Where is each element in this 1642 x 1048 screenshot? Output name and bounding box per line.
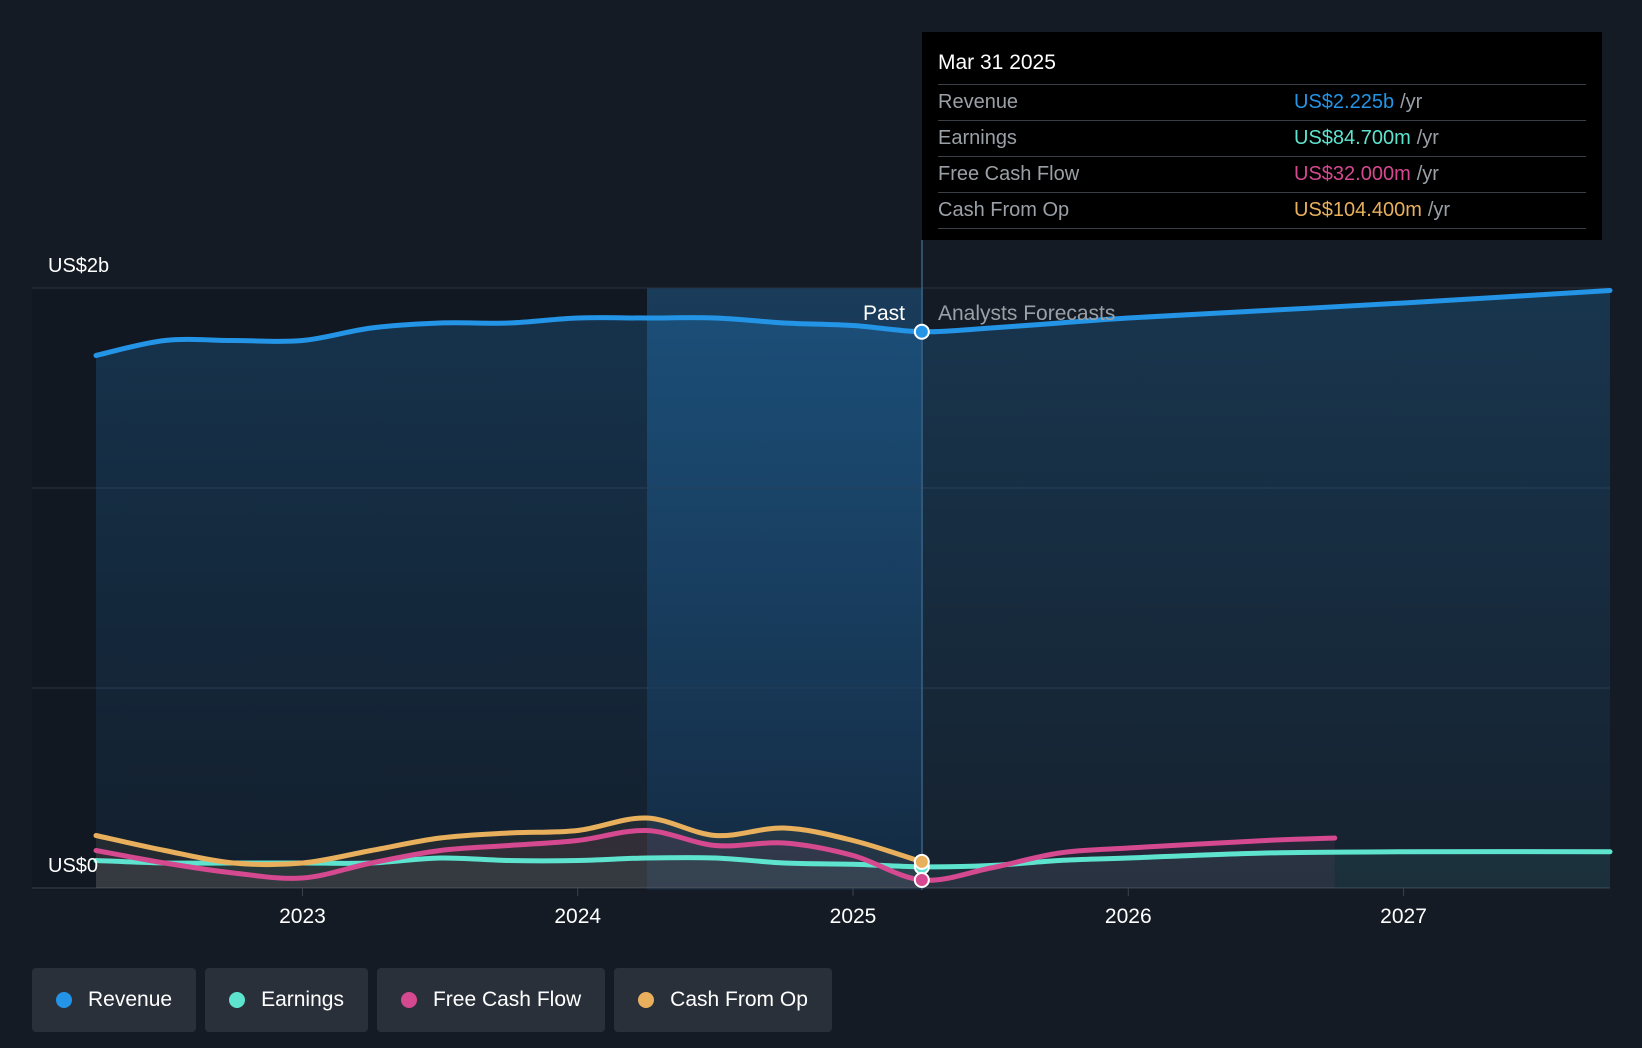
legend-dot-icon: [400, 992, 417, 1008]
series-lines: [93, 288, 1613, 883]
tooltip-row-cash-from-op: Cash From Op US$104.400m /yr: [938, 193, 1586, 229]
legend-item-free-cash-flow[interactable]: Free Cash Flow: [376, 968, 606, 1032]
tooltip-label: Free Cash Flow: [938, 163, 1080, 185]
past-label: Past: [863, 302, 905, 325]
x-tick-label: 2024: [554, 905, 601, 928]
legend-item-cash-from-op[interactable]: Cash From Op: [614, 968, 832, 1032]
line-free-cash-flow: [93, 827, 1338, 883]
tooltip-row-revenue: Revenue US$2.225b /yr: [938, 85, 1586, 121]
tooltip-label: Earnings: [938, 127, 1017, 149]
x-tick-label: 2026: [1105, 905, 1152, 928]
tooltip-value: US$32.000m: [1294, 163, 1411, 185]
tooltip-label: Revenue: [938, 91, 1019, 113]
line-revenue: [93, 288, 1613, 358]
tooltip-value: US$2.225b: [1294, 91, 1395, 113]
legend: Revenue Earnings Free Cash Flow Cash Fro…: [32, 968, 832, 1032]
tooltip-unit: /yr: [1416, 127, 1439, 149]
legend-label: Revenue: [88, 988, 173, 1011]
tooltip-value: US$104.400m: [1294, 199, 1422, 221]
legend-label: Free Cash Flow: [432, 988, 582, 1011]
x-tick-label: 2027: [1380, 905, 1427, 928]
area-cash-from-op: [96, 817, 922, 888]
x-tick-label: 2025: [830, 905, 877, 928]
legend-dot-icon: [638, 992, 655, 1008]
area-revenue: [96, 290, 1610, 888]
y-axis-bottom-label: US$0: [48, 855, 98, 877]
tooltip-unit: /yr: [1427, 199, 1451, 221]
line-cash-from-op: [93, 815, 925, 868]
legend-item-earnings[interactable]: Earnings: [205, 968, 368, 1032]
x-axis: 2023 2024 2025 2026 2027: [279, 888, 1427, 928]
tooltip-date: Mar 31 2025: [938, 48, 1586, 85]
tooltip: Mar 31 2025 Revenue US$2.225b /yr Earnin…: [922, 32, 1602, 240]
marker-cash-from-op: [913, 853, 930, 870]
legend-dot-icon: [229, 992, 246, 1008]
tooltip-unit: /yr: [1400, 91, 1423, 113]
legend-dot-icon: [56, 992, 72, 1008]
tooltip-label: Cash From Op: [938, 199, 1070, 221]
series-areas: [96, 290, 1610, 888]
forecast-label: Analysts Forecasts: [938, 302, 1115, 325]
x-tick-label: 2023: [279, 905, 326, 928]
legend-label: Cash From Op: [670, 988, 808, 1011]
legend-label: Earnings: [261, 988, 344, 1011]
series-markers: [913, 323, 930, 888]
tooltip-value: US$84.700m: [1294, 127, 1411, 149]
y-axis-top-label: US$2b: [48, 255, 109, 277]
tooltip-row-free-cash-flow: Free Cash Flow US$32.000m /yr: [938, 157, 1586, 193]
tooltip-row-earnings: Earnings US$84.700m /yr: [938, 121, 1586, 157]
legend-item-revenue[interactable]: Revenue: [32, 968, 197, 1032]
tooltip-unit: /yr: [1416, 163, 1439, 185]
marker-free-cash-flow: [913, 872, 930, 888]
marker-revenue: [913, 323, 930, 340]
